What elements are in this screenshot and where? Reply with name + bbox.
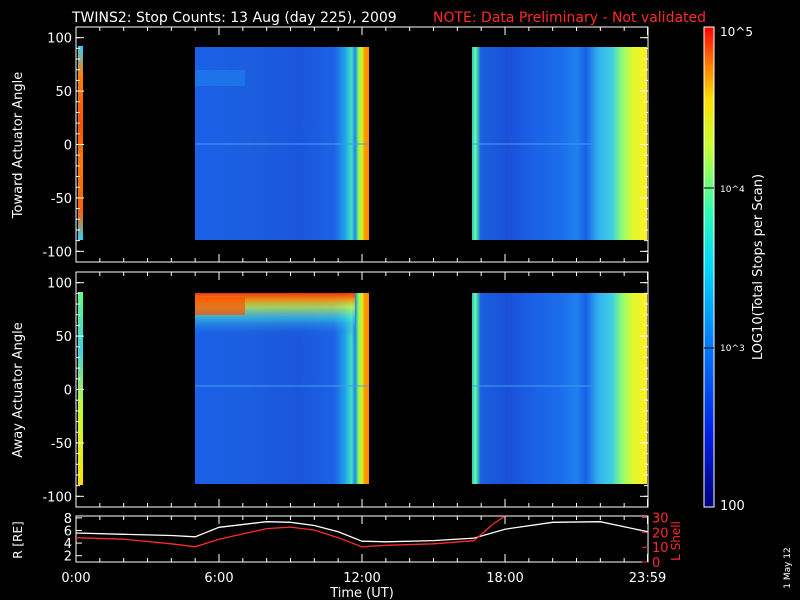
- bottom-ytick-label: -50: [51, 437, 72, 452]
- top-ytick-label: 0: [64, 139, 72, 154]
- x-axis-ticks: 0:00 6:00 12:00 18:00 23:59: [61, 27, 666, 586]
- x-tick-label: 23:59: [629, 571, 666, 586]
- top-segment-left: [78, 46, 83, 240]
- bottom-y-ticks: 100 50 0 -50 -100: [42, 277, 648, 505]
- bottom-y-label: Away Actuator Angle: [11, 322, 26, 457]
- x-tick-label: 0:00: [61, 571, 90, 586]
- orbit-right-tick: 30: [652, 511, 669, 526]
- bottom-ytick-label: 50: [55, 330, 72, 345]
- orbit-right-tick: 0: [652, 556, 660, 571]
- orbit-left-label: R [RE]: [11, 521, 25, 558]
- top-ytick-label: 50: [55, 85, 72, 100]
- bottom-ytick-label: 0: [64, 384, 72, 399]
- bottom-segment-left: [78, 292, 83, 485]
- side-date-stamp: 1 May 12: [783, 547, 793, 589]
- colorbar-label: LOG10(Total Stops per Scan): [751, 174, 766, 360]
- x-axis-label: Time (UT): [329, 586, 394, 600]
- top-y-ticks: 100 50 0 -50 -100: [42, 32, 648, 260]
- orbit-left-tick: 6: [64, 524, 72, 539]
- top-y-label: Toward Actuator Angle: [11, 72, 26, 219]
- preliminary-note: NOTE: Data Preliminary - Not validated: [433, 10, 706, 26]
- orbit-lshell-line: [75, 515, 506, 548]
- top-ytick-label: -100: [42, 245, 72, 260]
- orbit-r-line: [75, 521, 649, 543]
- top-ytick-label: 100: [47, 32, 72, 47]
- top-panel: 100 50 0 -50 -100 Toward Actuator Angle: [11, 26, 649, 263]
- bottom-segment-2: [472, 293, 647, 484]
- colorbar-tick-bottom: 100: [720, 499, 745, 514]
- orbit-left-tick: 2: [64, 550, 72, 565]
- x-tick-label: 18:00: [486, 571, 523, 586]
- colorbar: 10^5 10^4 10^3 100 LOG10(Total Stops per…: [703, 25, 766, 514]
- x-tick-label: 6:00: [204, 571, 233, 586]
- orbit-right-tick: 20: [652, 526, 669, 541]
- bottom-panel: 100 50 0 -50 -100 Away Actuator Angle: [11, 271, 649, 508]
- colorbar-tick-mid2: 10^3: [720, 344, 745, 354]
- x-tick-label: 12:00: [343, 571, 380, 586]
- bottom-ytick-label: -100: [42, 490, 72, 505]
- colorbar-tick-mid1: 10^4: [720, 185, 745, 195]
- orbit-left-tick: 8: [64, 512, 72, 527]
- bottom-ytick-label: 100: [47, 277, 72, 292]
- top-ytick-label: -50: [51, 192, 72, 207]
- colorbar-tick-top: 10^5: [720, 25, 753, 39]
- chart-title: TWINS2: Stop Counts: 13 Aug (day 225), 2…: [71, 10, 397, 26]
- orbit-right-tick: 10: [652, 541, 669, 556]
- orbit-right-label: L Shell: [669, 521, 683, 561]
- orbit-left-tick: 4: [64, 537, 72, 552]
